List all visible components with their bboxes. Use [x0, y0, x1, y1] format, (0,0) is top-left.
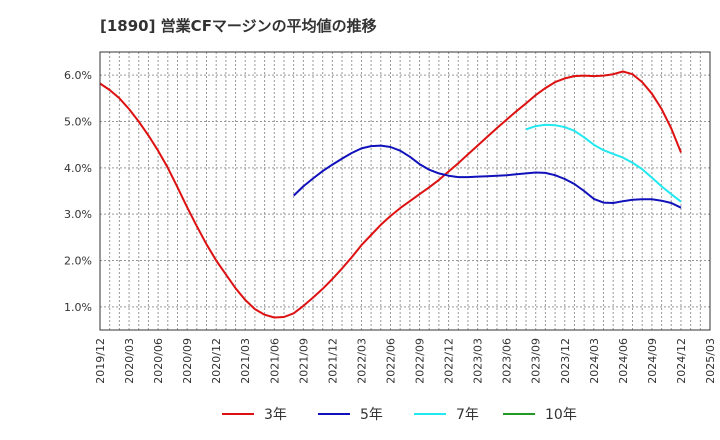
x-tick-label: 2020/06	[152, 338, 165, 384]
legend: 3年 5年 7年 10年	[222, 407, 577, 423]
x-tick-label: 2022/09	[414, 338, 427, 384]
x-tick-label: 2023/09	[530, 338, 543, 384]
x-tick-label: 2019/12	[94, 338, 107, 384]
y-axis: 1.0% 2.0% 3.0% 4.0% 5.0% 6.0%	[64, 69, 92, 314]
x-tick-label: 2024/06	[617, 338, 630, 384]
legend-label: 3年	[264, 407, 287, 423]
x-tick-label: 2023/03	[472, 338, 485, 384]
grid	[99, 52, 711, 330]
chart-title: [1890] 営業CFマージンの平均値の推移	[100, 17, 377, 35]
plot-area-border	[99, 51, 711, 331]
legend-label: 10年	[545, 407, 577, 423]
y-tick-label: 3.0%	[64, 208, 92, 221]
x-tick-label: 2024/03	[588, 338, 601, 384]
x-axis: 2019/12 2020/03 2020/06 2020/09 2020/12 2021/…	[94, 338, 717, 384]
x-tick-label: 2021/03	[239, 338, 252, 384]
series-line-0	[99, 70, 682, 319]
y-tick-label: 4.0%	[64, 162, 92, 175]
x-tick-label: 2021/12	[326, 338, 339, 384]
y-tick-label: 1.0%	[64, 301, 92, 314]
series-lines	[99, 70, 682, 319]
x-tick-label: 2022/03	[355, 338, 368, 384]
x-tick-label: 2024/12	[675, 338, 688, 384]
x-tick-label: 2022/06	[384, 338, 397, 384]
legend-label: 7年	[456, 407, 479, 423]
x-tick-label: 2023/06	[501, 338, 514, 384]
series-line-2	[525, 123, 682, 203]
legend-label: 5年	[360, 407, 383, 423]
x-tick-label: 2025/03	[704, 338, 717, 384]
y-tick-label: 2.0%	[64, 255, 92, 268]
x-tick-label: 2021/09	[297, 338, 310, 384]
x-tick-label: 2020/03	[123, 338, 136, 384]
y-tick-label: 5.0%	[64, 116, 92, 129]
x-tick-label: 2020/09	[181, 338, 194, 384]
x-tick-label: 2020/12	[210, 338, 223, 384]
x-tick-label: 2021/06	[268, 338, 281, 384]
x-tick-label: 2023/12	[559, 338, 572, 384]
series-line-1	[293, 144, 682, 209]
x-tick-label: 2022/12	[443, 338, 456, 384]
x-tick-label: 2024/09	[646, 338, 659, 384]
y-tick-label: 6.0%	[64, 69, 92, 82]
